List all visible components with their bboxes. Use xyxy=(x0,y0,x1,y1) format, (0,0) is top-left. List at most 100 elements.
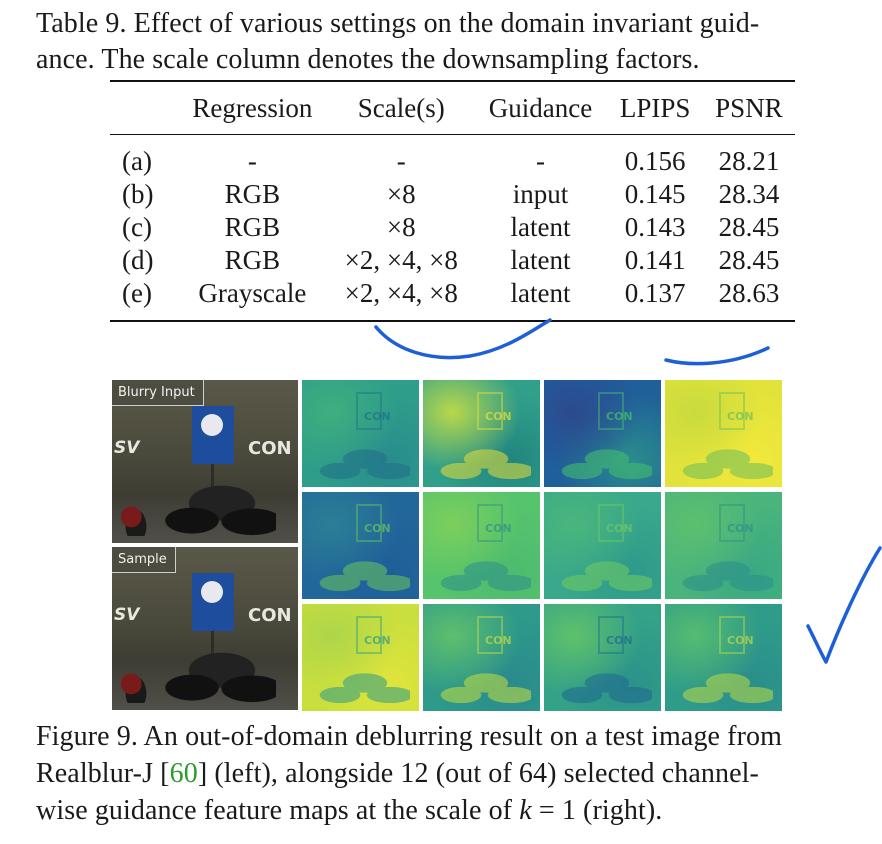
header-id xyxy=(110,81,176,135)
cell-regression: RGB xyxy=(224,245,281,275)
feature-wall-text: CON xyxy=(727,634,754,647)
feature-sign-shape xyxy=(719,392,745,430)
feature-sign-shape xyxy=(477,392,503,430)
cell-guidance: latent xyxy=(510,245,571,275)
feature-sign-shape xyxy=(719,504,745,542)
caption-text: Realblur-J [ xyxy=(36,758,170,789)
feature-wall-text: CON xyxy=(727,522,754,535)
feature-wall-text: CON xyxy=(606,410,633,423)
feature-motorcycle-shape xyxy=(310,667,410,707)
feature-map-5: CON xyxy=(302,492,419,599)
table-caption-line-1: Table 9. Effect of various settings on t… xyxy=(36,8,760,39)
cell-lpips: 0.137 xyxy=(624,278,686,308)
table-row: (a) - - - 0.156 28.21 xyxy=(110,135,795,179)
feature-sign-shape xyxy=(598,616,624,654)
cell-guidance: latent xyxy=(510,212,571,242)
cell-guidance: input xyxy=(512,179,569,209)
cell-lpips: 0.141 xyxy=(624,245,686,275)
feature-wall-text: CON xyxy=(727,410,754,423)
underline-stroke-right xyxy=(664,346,770,366)
cell-scale: ×2, ×4, ×8 xyxy=(344,278,458,308)
wall-text: CON xyxy=(248,605,292,626)
feature-map-7: CON xyxy=(544,492,661,599)
table-header-row: Regression Scale(s) Guidance LPIPS PSNR xyxy=(110,81,795,135)
checkmark-stroke xyxy=(806,546,882,664)
feature-sign-shape xyxy=(598,504,624,542)
table-caption: Table 9. Effect of various settings on t… xyxy=(36,6,876,78)
feature-sign-shape xyxy=(477,616,503,654)
feature-map-11: CON xyxy=(544,604,661,711)
feature-map-9: CON xyxy=(302,604,419,711)
feature-wall-text: CON xyxy=(364,522,391,535)
feature-wall-text: CON xyxy=(485,634,512,647)
wall-text: CON xyxy=(248,438,292,459)
feature-sign-shape xyxy=(356,616,382,654)
exit-sign xyxy=(192,406,234,464)
figure-caption-line-2: Realblur-J [60] (left), alongside 12 (ou… xyxy=(36,755,876,792)
feature-map-8: CON xyxy=(665,492,782,599)
header-regression: Regression xyxy=(192,92,313,123)
table-row: (e) Grayscale ×2, ×4, ×8 latent 0.137 28… xyxy=(110,277,795,321)
header-psnr: PSNR xyxy=(715,92,783,123)
header-scale: Scale(s) xyxy=(357,92,445,123)
feature-map-4: CON xyxy=(665,380,782,487)
cell-lpips: 0.156 xyxy=(624,146,686,176)
blurry-input-photo: SV CON Blurry Input xyxy=(112,380,298,543)
red-motorcycle xyxy=(112,488,160,536)
feature-motorcycle-shape xyxy=(673,443,773,483)
feature-sign-shape xyxy=(356,504,382,542)
feature-motorcycle-shape xyxy=(673,555,773,595)
feature-wall-text: CON xyxy=(606,522,633,535)
feature-motorcycle-shape xyxy=(552,667,652,707)
cell-psnr: 28.45 xyxy=(718,212,780,242)
feature-motorcycle-shape xyxy=(310,443,410,483)
table-caption-line-2: ance. The scale column denotes the downs… xyxy=(36,44,700,75)
table-row: (d) RGB ×2, ×4, ×8 latent 0.141 28.45 xyxy=(110,244,795,277)
cell-scale: ×8 xyxy=(386,179,416,209)
underline-stroke-left xyxy=(374,318,552,360)
motorcycle xyxy=(156,480,276,538)
feature-motorcycle-shape xyxy=(431,555,531,595)
caption-text: ] (left), alongside 12 (out of 64) selec… xyxy=(197,758,759,789)
cell-psnr: 28.63 xyxy=(718,278,780,308)
cell-guidance: - xyxy=(536,146,545,176)
feature-wall-text: CON xyxy=(485,522,512,535)
feature-map-10: CON xyxy=(423,604,540,711)
feature-wall-text: CON xyxy=(364,410,391,423)
cell-guidance: latent xyxy=(510,278,571,308)
sample-photo: SV CON Sample xyxy=(112,547,298,710)
cell-id: (a) xyxy=(122,146,152,176)
header-lpips: LPIPS xyxy=(619,92,691,123)
feature-motorcycle-shape xyxy=(552,555,652,595)
logo-text: SV xyxy=(114,605,140,625)
results-table: Regression Scale(s) Guidance LPIPS PSNR … xyxy=(110,80,795,322)
feature-map-12: CON xyxy=(665,604,782,711)
cell-regression: RGB xyxy=(224,212,281,242)
cell-scale: ×2, ×4, ×8 xyxy=(344,245,458,275)
feature-motorcycle-shape xyxy=(310,555,410,595)
cell-lpips: 0.143 xyxy=(624,212,686,242)
cell-psnr: 28.21 xyxy=(718,146,780,176)
table-row: (b) RGB ×8 input 0.145 28.34 xyxy=(110,178,795,211)
figure-caption-line-1: Figure 9. An out-of-domain deblurring re… xyxy=(36,721,783,752)
feature-sign-shape xyxy=(477,504,503,542)
logo-text: SV xyxy=(114,438,140,458)
cell-id: (b) xyxy=(122,179,154,209)
blurry-input-label: Blurry Input xyxy=(112,380,204,406)
motorcycle xyxy=(156,647,276,705)
figure-caption: Figure 9. An out-of-domain deblurring re… xyxy=(36,718,876,829)
cell-regression: Grayscale xyxy=(198,278,307,308)
cell-scale: ×8 xyxy=(386,212,416,242)
cell-scale: - xyxy=(396,146,406,176)
cell-regression: RGB xyxy=(224,179,281,209)
feature-map-1: CON xyxy=(302,380,419,487)
citation-link[interactable]: 60 xyxy=(169,758,198,789)
feature-wall-text: CON xyxy=(364,634,391,647)
cell-psnr: 28.34 xyxy=(718,179,780,209)
feature-wall-text: CON xyxy=(606,634,633,647)
cell-id: (c) xyxy=(122,212,152,242)
cell-psnr: 28.45 xyxy=(718,245,780,275)
feature-motorcycle-shape xyxy=(431,667,531,707)
cell-id: (d) xyxy=(122,245,154,275)
figure-caption-line-3: wise guidance feature maps at the scale … xyxy=(36,792,876,829)
